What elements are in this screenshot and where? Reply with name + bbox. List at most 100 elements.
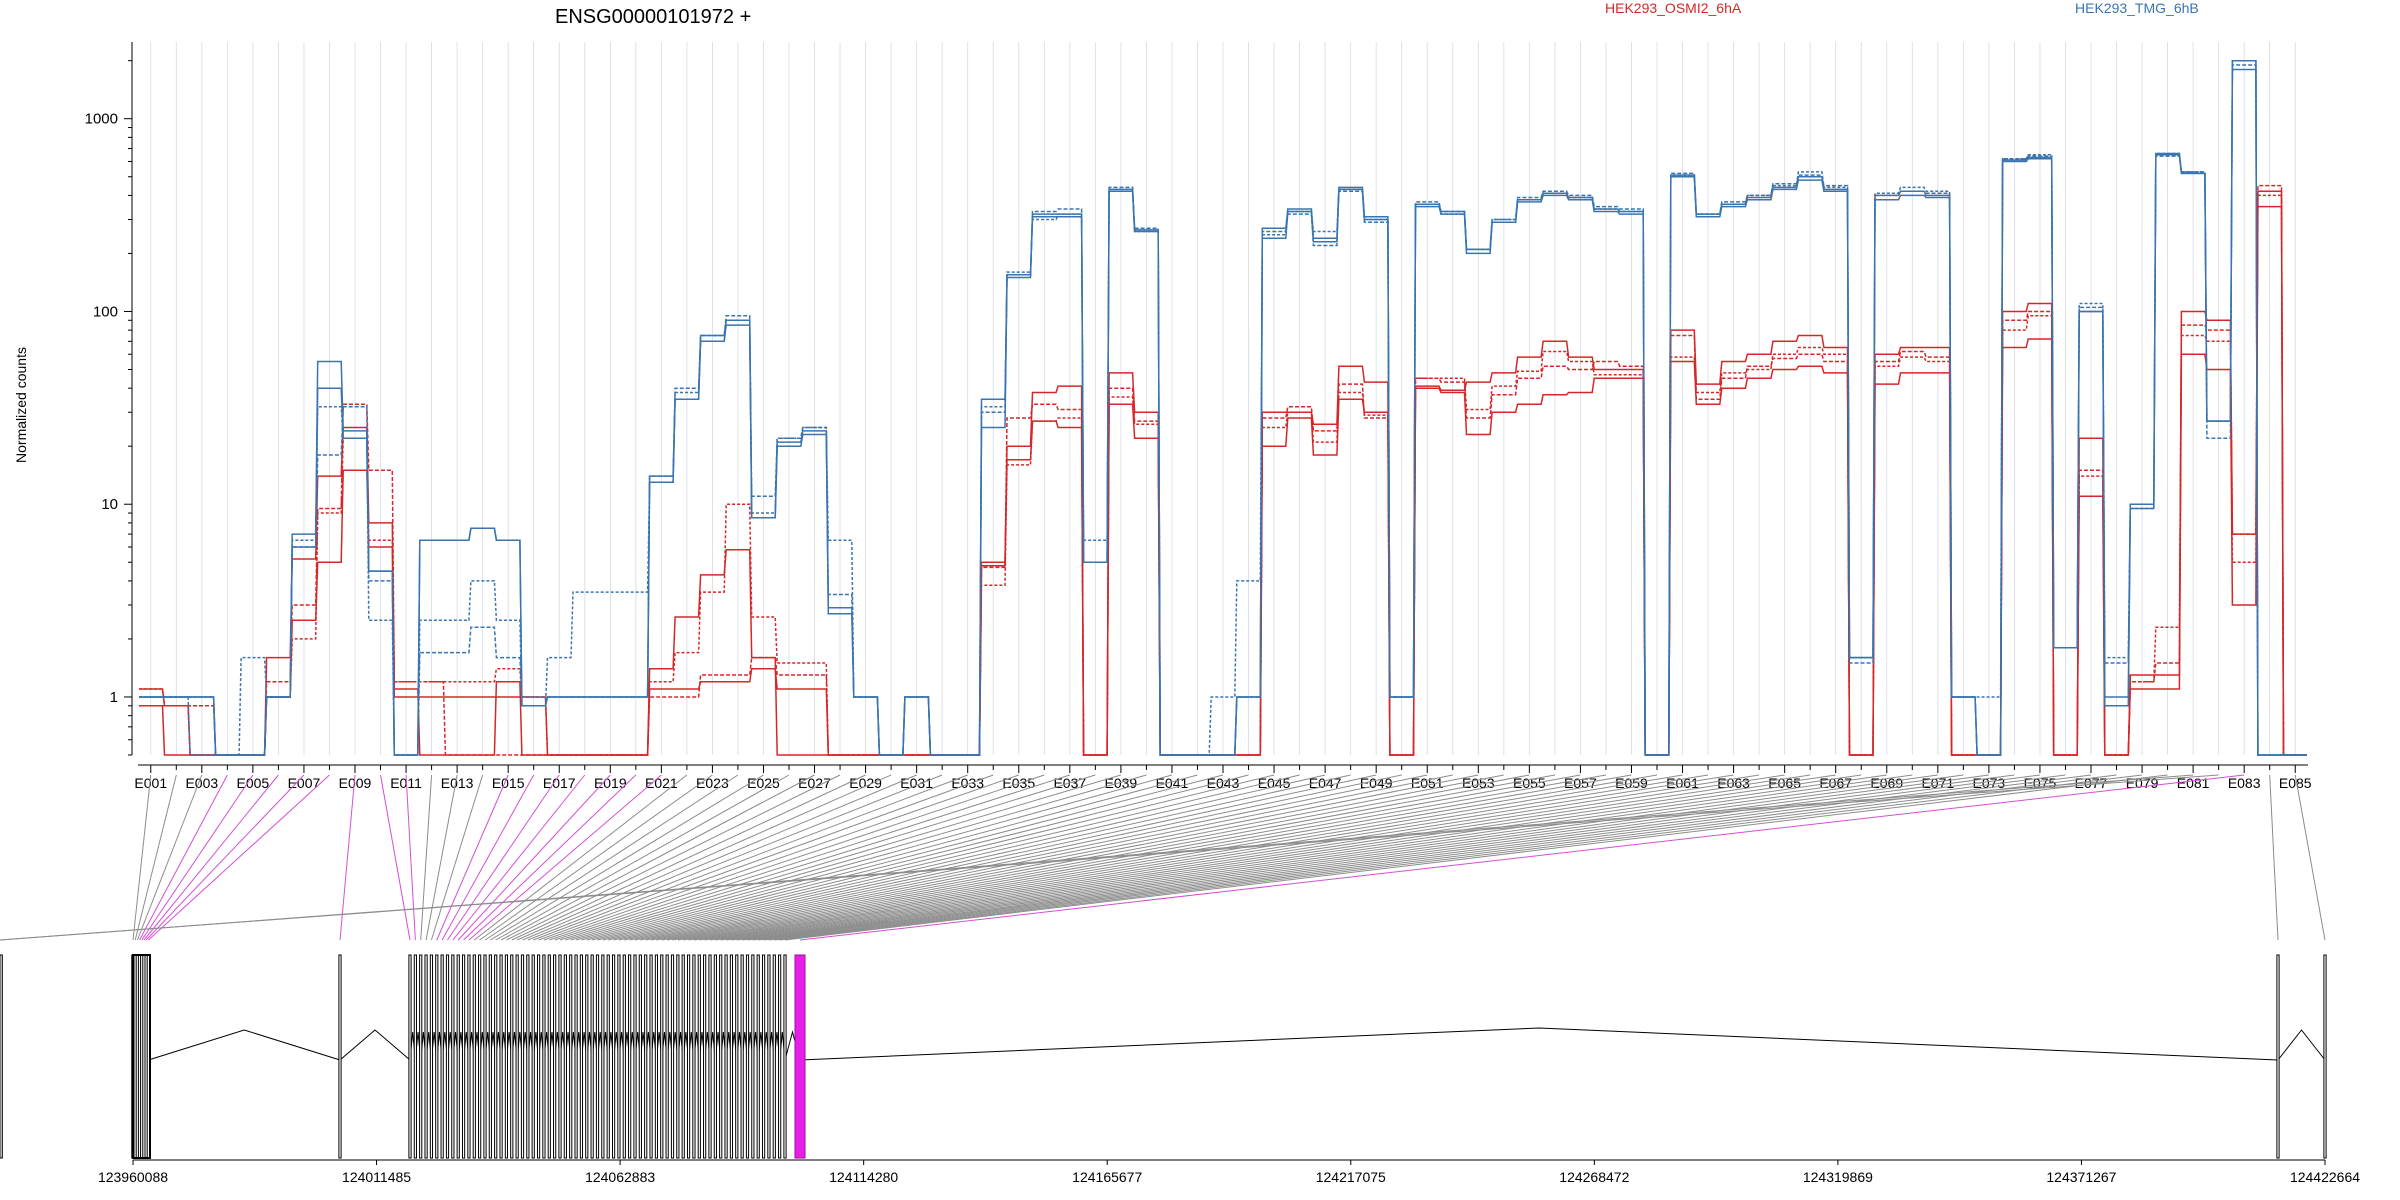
exon-cluster [132, 954, 151, 1159]
exon-connector [565, 774, 1122, 941]
exon-connector [645, 774, 1504, 941]
exon-box [585, 954, 589, 1159]
exon-connector [533, 774, 968, 941]
exon-connector [699, 774, 1760, 941]
exon-connector [527, 774, 943, 941]
exon-connector [549, 774, 1045, 941]
exon-connectors [0, 774, 2326, 941]
exon-connector [667, 774, 1607, 941]
exon-connector [145, 774, 305, 941]
exon-connector [380, 774, 411, 941]
genome-tick-label: 124268472 [1559, 1169, 1629, 1185]
chart-title: ENSG00000101972 + [555, 6, 751, 28]
exon-box [778, 954, 782, 1159]
exon-tick-label: E085 [2279, 775, 2312, 791]
y-axis-label: Normalized counts [13, 347, 29, 463]
exon-box [467, 954, 471, 1159]
series-line [139, 59, 2307, 756]
exon-tick-label: E009 [339, 775, 372, 791]
exon-tick-label: E019 [594, 775, 627, 791]
exon-connector [774, 774, 2117, 941]
exon-axis: E001 E003 E005 E007 E009 E011 E013 E015 E017 E019… [134, 764, 2312, 791]
exon-tick-label: E005 [237, 775, 270, 791]
exon-connector [2294, 774, 2326, 941]
exon-box [338, 954, 342, 1159]
exon-connector [484, 774, 739, 941]
exon-box [633, 954, 637, 1159]
exon-box [2276, 954, 2280, 1159]
exon-connector [2269, 774, 2279, 941]
exon-connector [543, 774, 1019, 941]
exon-connector [677, 774, 1658, 941]
exon-tick-label: E053 [1462, 775, 1495, 791]
series-line [139, 59, 2307, 756]
exon-box [606, 954, 610, 1159]
exon-connector [0, 774, 2219, 941]
exon-connector [629, 774, 1428, 941]
exon-connector [136, 774, 203, 941]
exon-connector [779, 774, 2143, 941]
exon-box [408, 954, 412, 1159]
exon-box [590, 954, 594, 1159]
exon-box [499, 954, 503, 1159]
exon-tick-label: E025 [747, 775, 780, 791]
intron [799, 1027, 2279, 1061]
genome-tick-label: 124422664 [2290, 1169, 2360, 1185]
y-tick-label: 10 [101, 496, 118, 513]
exon-box [756, 954, 760, 1159]
exon-tick-label: E079 [2126, 775, 2159, 791]
exon-box [654, 954, 659, 1159]
exon-box [579, 954, 584, 1159]
exon-connector [559, 774, 1096, 941]
exon-box [681, 954, 685, 1159]
exon-box [569, 954, 573, 1159]
exon-connector [132, 774, 152, 941]
exon-box [536, 954, 541, 1159]
exon-connector [618, 774, 1377, 941]
exon-connector [704, 774, 1785, 941]
exon-box [526, 954, 530, 1159]
exon-connector [736, 774, 1938, 941]
exon-connector [516, 774, 892, 941]
exon-connector [624, 774, 1402, 941]
exon-connector [500, 774, 815, 941]
exon-box [649, 954, 653, 1159]
exon-box [670, 954, 675, 1159]
exon-box [429, 954, 434, 1159]
exon-box [676, 954, 680, 1159]
exon-connector [683, 774, 1683, 941]
exon-box [520, 954, 525, 1159]
exon-connector [709, 774, 1811, 941]
exon-box [542, 954, 546, 1159]
genome-tick-label: 124371267 [2046, 1169, 2116, 1185]
exon-tick-label: E017 [543, 775, 576, 791]
exon-box [644, 954, 648, 1159]
exon-connector [506, 774, 841, 941]
exon-box [745, 954, 750, 1159]
exon-connector [468, 774, 662, 941]
exon-tick-label: E023 [696, 775, 729, 791]
exon-box [483, 954, 487, 1159]
exon-connector [473, 774, 688, 941]
exon-box [461, 954, 466, 1159]
exon-connector [592, 774, 1249, 941]
exon-connector [799, 774, 2245, 941]
exon-connector [747, 774, 1989, 941]
exon-box [617, 954, 621, 1159]
intron [148, 1029, 341, 1061]
exon-connector [463, 774, 637, 941]
exon-box [719, 954, 723, 1159]
exon-connector [405, 774, 416, 941]
exon-box [515, 954, 519, 1159]
exon-box [424, 954, 428, 1159]
exon-box [0, 954, 3, 1159]
exon-connector [688, 774, 1709, 941]
exon-tick-label: E043 [1207, 775, 1240, 791]
exon-connector [693, 774, 1734, 941]
exon-box [531, 954, 535, 1159]
exon-box [638, 954, 642, 1159]
exon-connector [447, 774, 560, 941]
highlighted-exon [794, 954, 806, 1159]
exon-connector [134, 774, 177, 941]
